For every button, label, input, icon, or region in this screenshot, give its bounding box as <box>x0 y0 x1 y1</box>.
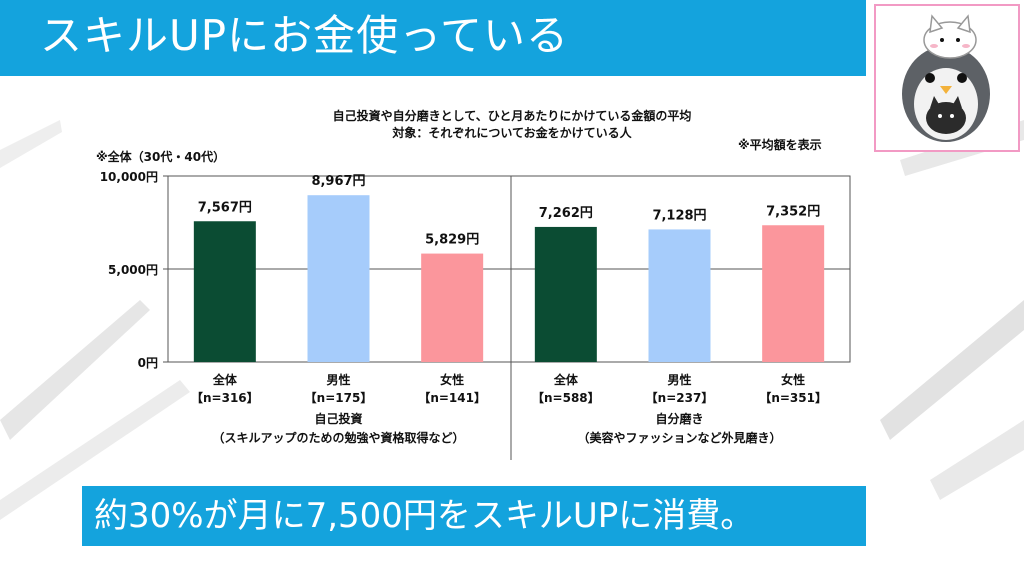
group-sublabel: （スキルアップのための勉強や資格取得など） <box>212 430 464 445</box>
chart-note-right: ※平均額を表示 <box>738 138 822 152</box>
bar <box>193 221 256 362</box>
bar <box>534 226 597 362</box>
chart-note-left: ※全体（30代・40代） <box>96 150 226 164</box>
group-label: 自己投資 <box>314 411 362 426</box>
sample-size-label: 【n=175】 <box>305 390 373 405</box>
sample-size-label: 【n=351】 <box>759 390 827 405</box>
category-label: 男性 <box>667 372 691 387</box>
chart-title-line2: 対象：それぞれについてお金をかけている人 <box>392 126 632 140</box>
group-label: 自分磨き <box>655 411 703 426</box>
category-label: 男性 <box>326 372 350 387</box>
mascot-illustration <box>874 4 1020 152</box>
data-label: 7,567円 <box>198 200 252 215</box>
title-bar: スキルUPにお金使っている <box>0 0 866 76</box>
summary-text: 約30%が月に7,500円をスキルUPに消費。 <box>94 496 755 536</box>
sample-size-label: 【n=588】 <box>532 390 600 405</box>
sample-size-label: 【n=316】 <box>191 390 259 405</box>
bar-chart: 0円5,000円10,000円7,567円全体【n=316】8,967円男性【n… <box>100 170 851 460</box>
group-sublabel: （美容やファッションなど外見磨き） <box>577 430 781 445</box>
data-label: 7,352円 <box>766 204 820 219</box>
data-label: 5,829円 <box>425 233 479 248</box>
category-label: 女性 <box>781 372 805 387</box>
bar <box>421 253 484 362</box>
page-title: スキルUPにお金使っている <box>40 11 569 60</box>
penguin-cat-icon <box>902 14 990 142</box>
category-label: 全体 <box>553 372 579 387</box>
category-label: 全体 <box>212 372 238 387</box>
y-tick-label: 10,000円 <box>100 170 158 184</box>
category-label: 女性 <box>440 372 464 387</box>
bar <box>307 195 370 362</box>
bar <box>648 229 711 362</box>
y-tick-label: 0円 <box>138 356 158 370</box>
data-label: 7,262円 <box>539 206 593 221</box>
sample-size-label: 【n=141】 <box>418 390 486 405</box>
data-label: 7,128円 <box>652 208 706 223</box>
summary-bar: 約30%が月に7,500円をスキルUPに消費。 <box>82 486 866 546</box>
sample-size-label: 【n=237】 <box>646 390 714 405</box>
data-label: 8,967円 <box>311 174 365 189</box>
chart-title-line1: 自己投資や自分磨きとして、ひと月あたりにかけている金額の平均 <box>332 109 692 123</box>
y-tick-label: 5,000円 <box>108 263 158 277</box>
bar <box>762 225 825 362</box>
